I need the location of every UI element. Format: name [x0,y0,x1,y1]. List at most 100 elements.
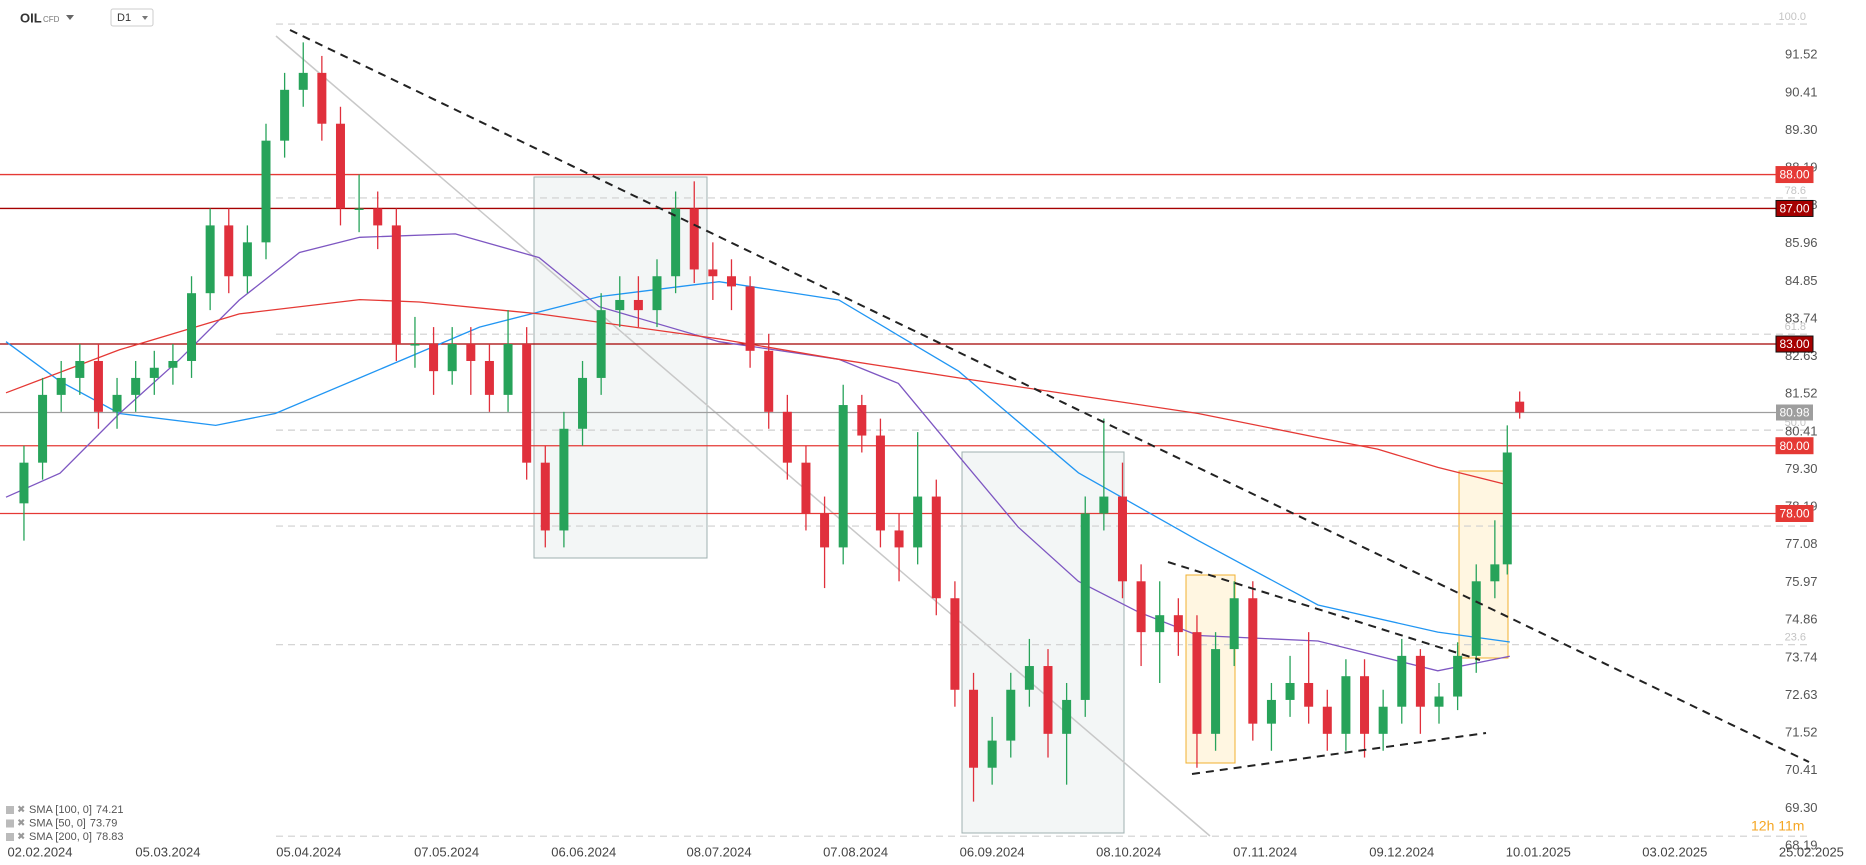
y-tick-label: 75.97 [1785,574,1818,589]
candle-body [1322,706,1332,734]
candle-body [1117,496,1127,582]
legend-icon [6,833,14,841]
legend-name: SMA [200, 0] [29,831,92,843]
candle-body [1136,581,1146,633]
candle-body [1285,682,1295,700]
candle-body [1229,598,1239,650]
candle-body [298,72,308,90]
fib-label: 23.6 [1785,632,1806,644]
candle-body [578,377,588,429]
candle-body [559,428,569,531]
candle-body [540,462,550,531]
candle-body [280,89,290,141]
candle-body [931,496,941,599]
trend-line [275,35,1211,837]
x-tick-label: 03.02.2025 [1642,844,1707,859]
candle-body [261,140,271,243]
candle-body [466,344,476,361]
symbol: OIL [20,10,42,25]
candle-body [1360,676,1370,734]
x-tick-label: 09.12.2024 [1369,844,1434,859]
legend-icon [6,819,14,828]
level-label-box [1775,505,1814,523]
highlight-box [1458,470,1509,659]
dropdown-arrow[interactable] [66,15,74,20]
timer: 12h 11m [1751,818,1804,834]
legend-name: SMA [50, 0] [29,817,86,829]
trend-line [1167,561,1481,661]
level-label: 88.00 [1779,168,1809,182]
candle-body [38,394,48,463]
interval-selector[interactable] [110,8,154,27]
candle-body [1192,632,1202,734]
candle-body [1415,655,1425,707]
x-tick-label: 25.02.2025 [1779,844,1844,859]
trend-line [1191,732,1487,775]
candle-body [224,225,234,277]
y-tick-label: 91.52 [1785,47,1818,62]
instrument-type: CFD [43,15,60,24]
legend-name: SMA [100, 0] [29,804,92,816]
candle-body [484,360,494,395]
candle-body [1490,564,1500,582]
candle-body [745,286,755,351]
candle-body [1043,666,1053,734]
candle-body [56,377,66,395]
candle-body [1211,649,1221,734]
y-tick-label: 84.85 [1785,273,1818,288]
x-tick-label: 05.03.2024 [135,844,200,859]
candle-body [1378,706,1388,734]
x-tick-label: 06.06.2024 [551,844,616,859]
candle-body [1266,699,1276,724]
candle-body [1080,513,1090,700]
legend-value: 78.83 [96,831,124,843]
y-tick-label: 74.86 [1785,611,1818,626]
y-tick-label: 83.74 [1785,310,1818,325]
candle-body [1515,401,1525,413]
candle-body [354,208,364,210]
y-tick-label: 81.52 [1785,386,1818,401]
y-tick-label: 77.08 [1785,536,1818,551]
candle-body [969,689,979,768]
x-tick-label: 10.01.2025 [1506,844,1571,859]
candle-body [1502,452,1512,565]
candle-body [615,299,625,311]
x-tick-label: 06.09.2024 [960,844,1025,859]
legend-value: 73.79 [90,817,118,829]
fib-label: 100.0 [1778,11,1806,23]
header: OIL CFD D1 [20,8,154,27]
candle-body [1304,682,1314,707]
fib-label: 61.8 [1785,321,1806,333]
candle-body [1248,598,1258,724]
candle-body [857,405,867,436]
candle-body [19,462,29,504]
label-layer: 100.078.661.850.038.223.691.5290.4189.30… [6,11,1844,859]
candle-body [764,350,774,412]
candle-body [1453,655,1463,697]
level-label: 87.00 [1779,202,1809,216]
level-label: 78.00 [1779,507,1809,521]
x-tick-label: 02.02.2024 [7,844,72,859]
candle-body [391,225,401,345]
y-tick-label: 90.41 [1785,84,1818,99]
level-label: 80.00 [1779,439,1809,453]
candle-body [689,208,699,270]
candle-body [522,344,532,463]
legend-close: ✖ [17,818,25,829]
candle-body [1471,581,1481,656]
candle-body [373,208,383,226]
level-label-box [1775,166,1814,184]
candle-body [782,411,792,463]
candle-body [671,208,681,277]
y-tick-label: 71.52 [1785,725,1818,740]
fib-label: 78.6 [1785,185,1806,197]
candle-body [187,293,197,361]
candle-body [242,242,252,277]
candle-body [93,360,103,412]
x-tick-label: 05.04.2024 [276,844,341,859]
candle-body [503,344,513,395]
candle-body [875,435,885,531]
y-tick-label: 85.96 [1785,235,1818,250]
trend-line [289,29,1810,763]
